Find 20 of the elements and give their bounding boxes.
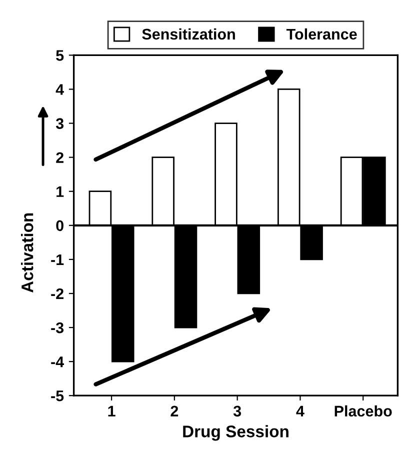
y-tick-label: -3 <box>51 322 64 334</box>
legend-label: Sensitization <box>142 28 235 40</box>
y-tick-label: 3 <box>56 118 64 129</box>
y-tick-label: -2 <box>51 288 64 300</box>
y-tick-label: 4 <box>56 84 64 95</box>
x-tick-label: 1 <box>108 406 116 416</box>
x-tick-label: 2 <box>170 406 178 416</box>
y-tick-label: 5 <box>56 50 64 61</box>
legend-label: Tolerance <box>286 28 357 40</box>
y-tick-label: 2 <box>56 152 64 163</box>
y-tick-label: 1 <box>56 186 64 197</box>
x-tick-label: 3 <box>233 406 242 417</box>
y-axis-title: Activation <box>21 213 34 292</box>
y-tick-label: -1 <box>51 254 64 265</box>
x-tick-label: Placebo <box>334 405 392 417</box>
y-tick-label: -5 <box>51 390 64 402</box>
x-tick-label: 4 <box>296 406 304 416</box>
y-tick-label: 0 <box>56 220 64 232</box>
x-axis-title: Drug Session <box>183 425 288 441</box>
y-tick-label: -4 <box>51 356 64 368</box>
